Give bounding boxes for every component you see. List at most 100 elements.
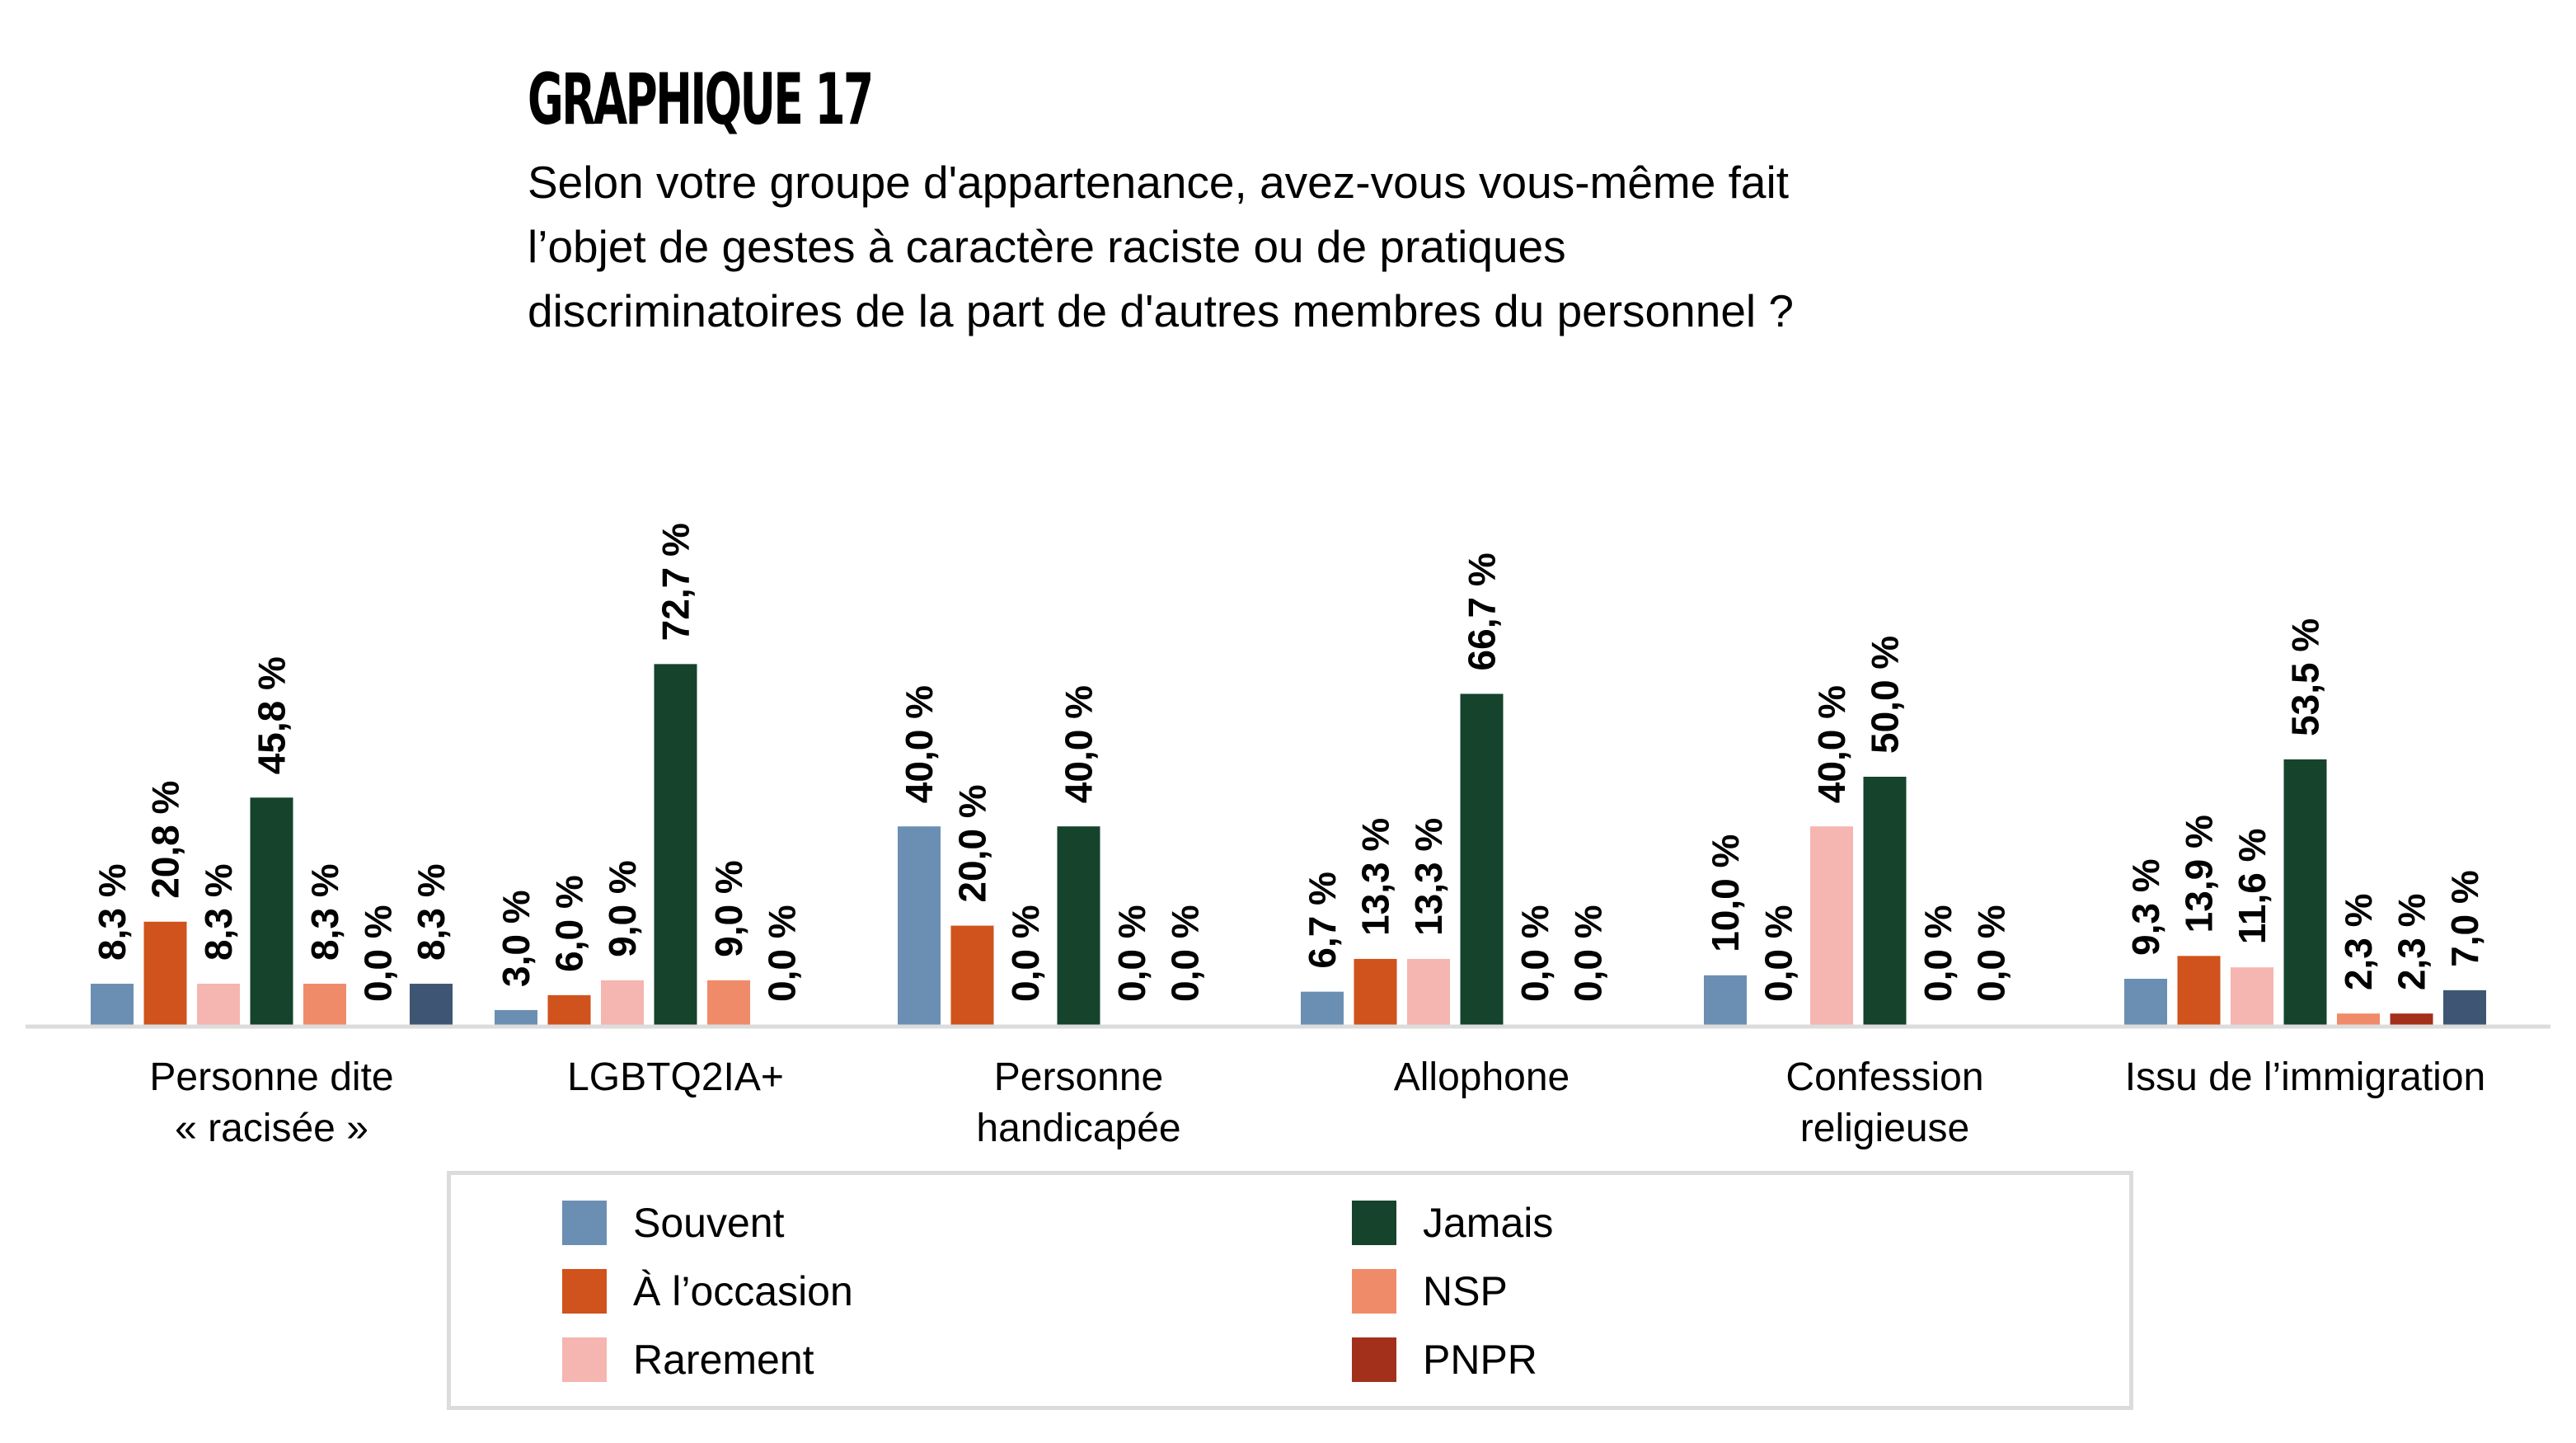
bar-rarement-group-2 — [601, 980, 644, 1025]
bar-souvent-group-1 — [91, 984, 134, 1025]
bar-jamais-group-6 — [2283, 759, 2327, 1025]
bar-nsp-group-1 — [303, 984, 346, 1025]
bar-chart: 8,3 %20,8 %8,3 %45,8 %8,3 % 0,0 % 8,3 % 3,0… — [26, 523, 2550, 1150]
value-label-a-l-occasion-group-1: 20,8 % — [144, 781, 187, 899]
category-label-3: Personne handicapée — [976, 1055, 1180, 1150]
value-label-nsp-group-6: 2,3 % — [2337, 894, 2380, 991]
value-label-pnpr-group-2: 0,0 % — [761, 905, 804, 1002]
bar-souvent-group-3 — [898, 826, 941, 1025]
legend-label-a-l-occasion: À l’occasion — [633, 1268, 853, 1314]
category-label-4: Allophone — [1394, 1055, 1570, 1099]
value-label-a-l-occasion-group-6: 13,9 % — [2178, 815, 2221, 933]
subtitle-line-2: l’objet de gestes à caractère raciste ou… — [528, 221, 1566, 272]
bar-souvent-group-6 — [2124, 979, 2167, 1025]
chart-title: GRAPHIQUE 17 — [528, 59, 874, 141]
bar-a-l-occasion-group-2 — [547, 994, 591, 1025]
category-label-2: LGBTQ2IA+ — [567, 1055, 784, 1099]
value-label-jamais-group-6: 53,5 % — [2284, 618, 2327, 736]
value-label-rarement-group-4: 13,3 % — [1407, 818, 1450, 936]
legend-item-jamais: Jamais — [1352, 1200, 1553, 1246]
value-label-rarement-group-2: 9,0 % — [601, 860, 644, 957]
bar-rarement-group-5 — [1810, 826, 1853, 1025]
bar-rarement-group-6 — [2231, 967, 2273, 1025]
value-label-rarement-group-1: 8,3 % — [197, 863, 240, 961]
bar-jamais-group-2 — [654, 664, 697, 1025]
bar-autre-group-1 — [410, 984, 453, 1025]
legend-label-pnpr: PNPR — [1423, 1337, 1537, 1383]
value-label-pnpr-group-6: 2,3 % — [2391, 894, 2433, 991]
value-label-pnpr-group-4: 0,0 % — [1567, 905, 1610, 1002]
value-label-jamais-group-3: 40,0 % — [1058, 685, 1100, 803]
bar-autre-group-6 — [2443, 989, 2486, 1025]
value-label-jamais-group-5: 50,0 % — [1864, 636, 1907, 754]
bar-jamais-group-5 — [1863, 777, 1907, 1025]
value-label-jamais-group-1: 45,8 % — [251, 656, 293, 774]
legend-item-nsp: NSP — [1352, 1268, 1508, 1314]
value-label-pnpr-group-1: 0,0 % — [357, 905, 400, 1002]
bar-jamais-group-3 — [1057, 826, 1100, 1025]
bars-layer — [91, 664, 2486, 1025]
legend-item-souvent: Souvent — [562, 1200, 784, 1246]
value-label-pnpr-group-3: 0,0 % — [1164, 905, 1207, 1002]
bar-a-l-occasion-group-1 — [143, 921, 187, 1025]
category-label-5: Confession religieuse — [1785, 1055, 1983, 1150]
bar-jamais-group-1 — [250, 797, 293, 1025]
bar-a-l-occasion-group-6 — [2177, 956, 2221, 1025]
value-label-souvent-group-6: 9,3 % — [2124, 858, 2167, 956]
value-label-souvent-group-2: 3,0 % — [495, 890, 537, 987]
bar-souvent-group-5 — [1704, 975, 1747, 1025]
bar-souvent-group-2 — [495, 1009, 537, 1025]
legend-item-rarement: Rarement — [562, 1337, 814, 1383]
subtitle-line-3: discriminatoires de la part de d'autres … — [528, 285, 1794, 336]
value-label-jamais-group-4: 66,7 % — [1461, 552, 1504, 670]
value-label-a-l-occasion-group-5: 0,0 % — [1757, 905, 1800, 1002]
value-label-pnpr-group-5: 0,0 % — [1970, 905, 2013, 1002]
value-label-souvent-group-5: 10,0 % — [1704, 834, 1747, 952]
value-label-rarement-group-6: 11,6 % — [2231, 828, 2273, 944]
legend-swatch-jamais — [1352, 1201, 1396, 1245]
bar-rarement-group-4 — [1407, 958, 1450, 1025]
legend-item-a-l-occasion: À l’occasion — [562, 1268, 853, 1314]
bar-a-l-occasion-group-4 — [1354, 958, 1397, 1025]
value-label-souvent-group-3: 40,0 % — [898, 685, 941, 803]
value-label-rarement-group-3: 0,0 % — [1004, 905, 1047, 1002]
value-label-a-l-occasion-group-3: 20,0 % — [951, 784, 994, 902]
category-label-6: Issu de l’immigration — [2125, 1055, 2485, 1099]
legend-swatch-souvent — [562, 1201, 607, 1245]
subtitle-line-1: Selon votre groupe d'appartenance, avez-… — [528, 157, 1789, 208]
legend-label-souvent: Souvent — [633, 1200, 785, 1246]
value-label-rarement-group-5: 40,0 % — [1810, 685, 1853, 803]
value-label-a-l-occasion-group-4: 13,3 % — [1354, 818, 1397, 936]
value-label-autre-group-1: 8,3 % — [410, 863, 453, 961]
value-label-nsp-group-5: 0,0 % — [1917, 905, 1959, 1002]
chart-subtitle: Selon votre groupe d'appartenance, avez-… — [528, 150, 2176, 343]
value-label-nsp-group-2: 9,0 % — [707, 860, 750, 957]
value-label-nsp-group-4: 0,0 % — [1513, 905, 1556, 1002]
value-labels-layer: 8,3 %20,8 %8,3 %45,8 %8,3 % 0,0 % 8,3 % 3,0… — [91, 523, 2486, 1002]
bar-nsp-group-6 — [2337, 1013, 2380, 1025]
bar-a-l-occasion-group-3 — [950, 925, 994, 1025]
legend-label-nsp: NSP — [1423, 1268, 1508, 1314]
legend-label-rarement: Rarement — [633, 1337, 814, 1383]
legend: Souvent À l’occasion Rarement Jamais NSP… — [447, 1171, 2133, 1410]
legend-swatch-pnpr — [1352, 1337, 1396, 1382]
value-label-nsp-group-1: 8,3 % — [303, 863, 346, 961]
legend-swatch-a-l-occasion — [562, 1269, 607, 1314]
value-label-autre-group-6: 7,0 % — [2443, 870, 2486, 967]
value-label-nsp-group-3: 0,0 % — [1110, 905, 1153, 1002]
bar-jamais-group-4 — [1460, 693, 1504, 1025]
value-label-jamais-group-2: 72,7 % — [655, 523, 697, 641]
legend-swatch-rarement — [562, 1337, 607, 1382]
bar-souvent-group-4 — [1301, 991, 1344, 1025]
category-label-1: Personne dite « racisée » — [149, 1055, 393, 1150]
legend-item-pnpr: PNPR — [1352, 1337, 1537, 1383]
value-label-souvent-group-1: 8,3 % — [91, 863, 134, 961]
value-label-a-l-occasion-group-2: 6,0 % — [548, 875, 591, 972]
bar-pnpr-group-6 — [2390, 1013, 2433, 1025]
legend-swatch-nsp — [1352, 1269, 1396, 1314]
bar-rarement-group-1 — [197, 984, 240, 1025]
bar-nsp-group-2 — [707, 980, 750, 1025]
category-labels-layer: Personne dite « racisée » LGBTQ2IA+ Personn… — [149, 1055, 2485, 1150]
value-label-souvent-group-4: 6,7 % — [1301, 872, 1344, 969]
legend-label-jamais: Jamais — [1423, 1200, 1554, 1246]
